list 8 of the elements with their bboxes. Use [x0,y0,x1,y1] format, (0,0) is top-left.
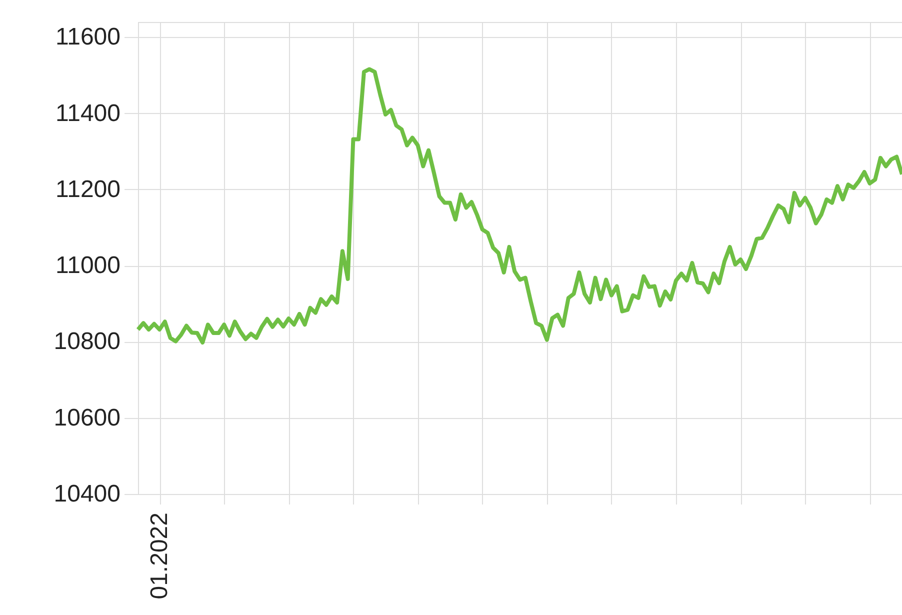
y-tick-label: 11600 [56,24,120,51]
y-tick-label: 10400 [54,480,120,508]
y-tick-label: 10600 [54,404,120,432]
y-tick-label: 11000 [56,252,120,280]
y-tick-label: 10800 [54,328,120,356]
y-tick-label: 11400 [56,100,120,127]
y-tick-label: 11200 [56,176,120,203]
x-tick-label: 01.2022 [146,512,174,600]
